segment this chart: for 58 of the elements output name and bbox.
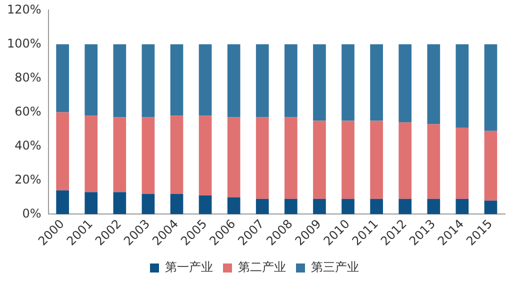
bar bbox=[456, 44, 469, 128]
bar bbox=[227, 117, 240, 198]
bar bbox=[56, 44, 69, 112]
bar bbox=[227, 197, 240, 214]
bar bbox=[342, 120, 354, 199]
bar bbox=[370, 120, 383, 199]
bar bbox=[170, 194, 184, 214]
y-tick-label: 20% bbox=[14, 172, 42, 186]
bar bbox=[198, 116, 212, 196]
bar bbox=[313, 120, 326, 199]
bar bbox=[370, 198, 383, 214]
bar bbox=[284, 44, 298, 118]
bar bbox=[142, 117, 155, 194]
bar bbox=[84, 44, 98, 116]
y-tick-label: 40% bbox=[14, 138, 42, 152]
bar bbox=[284, 117, 298, 199]
y-tick-label: 60% bbox=[14, 104, 42, 118]
bar bbox=[113, 192, 126, 214]
bar bbox=[170, 116, 184, 194]
bar bbox=[484, 130, 498, 201]
bar bbox=[398, 198, 412, 214]
y-tick-label: 100% bbox=[6, 36, 42, 50]
bar bbox=[113, 117, 126, 192]
legend-label: 第一产业 bbox=[165, 260, 213, 274]
bar bbox=[398, 122, 412, 199]
bar bbox=[456, 128, 469, 199]
bar bbox=[342, 44, 354, 121]
bar bbox=[484, 200, 498, 214]
bar bbox=[427, 198, 440, 214]
bar bbox=[256, 198, 269, 214]
bar bbox=[484, 44, 498, 131]
y-tick-label: 0% bbox=[22, 206, 42, 220]
bar bbox=[113, 44, 126, 118]
bar bbox=[456, 198, 469, 214]
y-tick-label: 80% bbox=[14, 70, 42, 84]
bar bbox=[56, 190, 69, 214]
bar bbox=[142, 44, 155, 118]
bar bbox=[370, 44, 383, 121]
bar bbox=[142, 194, 155, 214]
y-tick-label: 120% bbox=[6, 2, 42, 16]
bar bbox=[56, 112, 69, 190]
legend-label: 第三产业 bbox=[311, 260, 359, 274]
bar bbox=[198, 196, 212, 214]
legend-label: 第二产业 bbox=[238, 260, 286, 274]
bar bbox=[313, 44, 326, 121]
bar bbox=[342, 198, 354, 214]
bar bbox=[256, 117, 269, 199]
bar bbox=[427, 44, 440, 124]
bar bbox=[256, 44, 269, 118]
bar bbox=[227, 44, 240, 118]
bar bbox=[170, 44, 184, 116]
bar bbox=[84, 116, 98, 192]
bar bbox=[427, 124, 440, 199]
bar bbox=[198, 44, 212, 116]
bar bbox=[398, 44, 412, 122]
bar bbox=[84, 192, 98, 214]
bar bbox=[313, 198, 326, 214]
bar bbox=[284, 198, 298, 214]
